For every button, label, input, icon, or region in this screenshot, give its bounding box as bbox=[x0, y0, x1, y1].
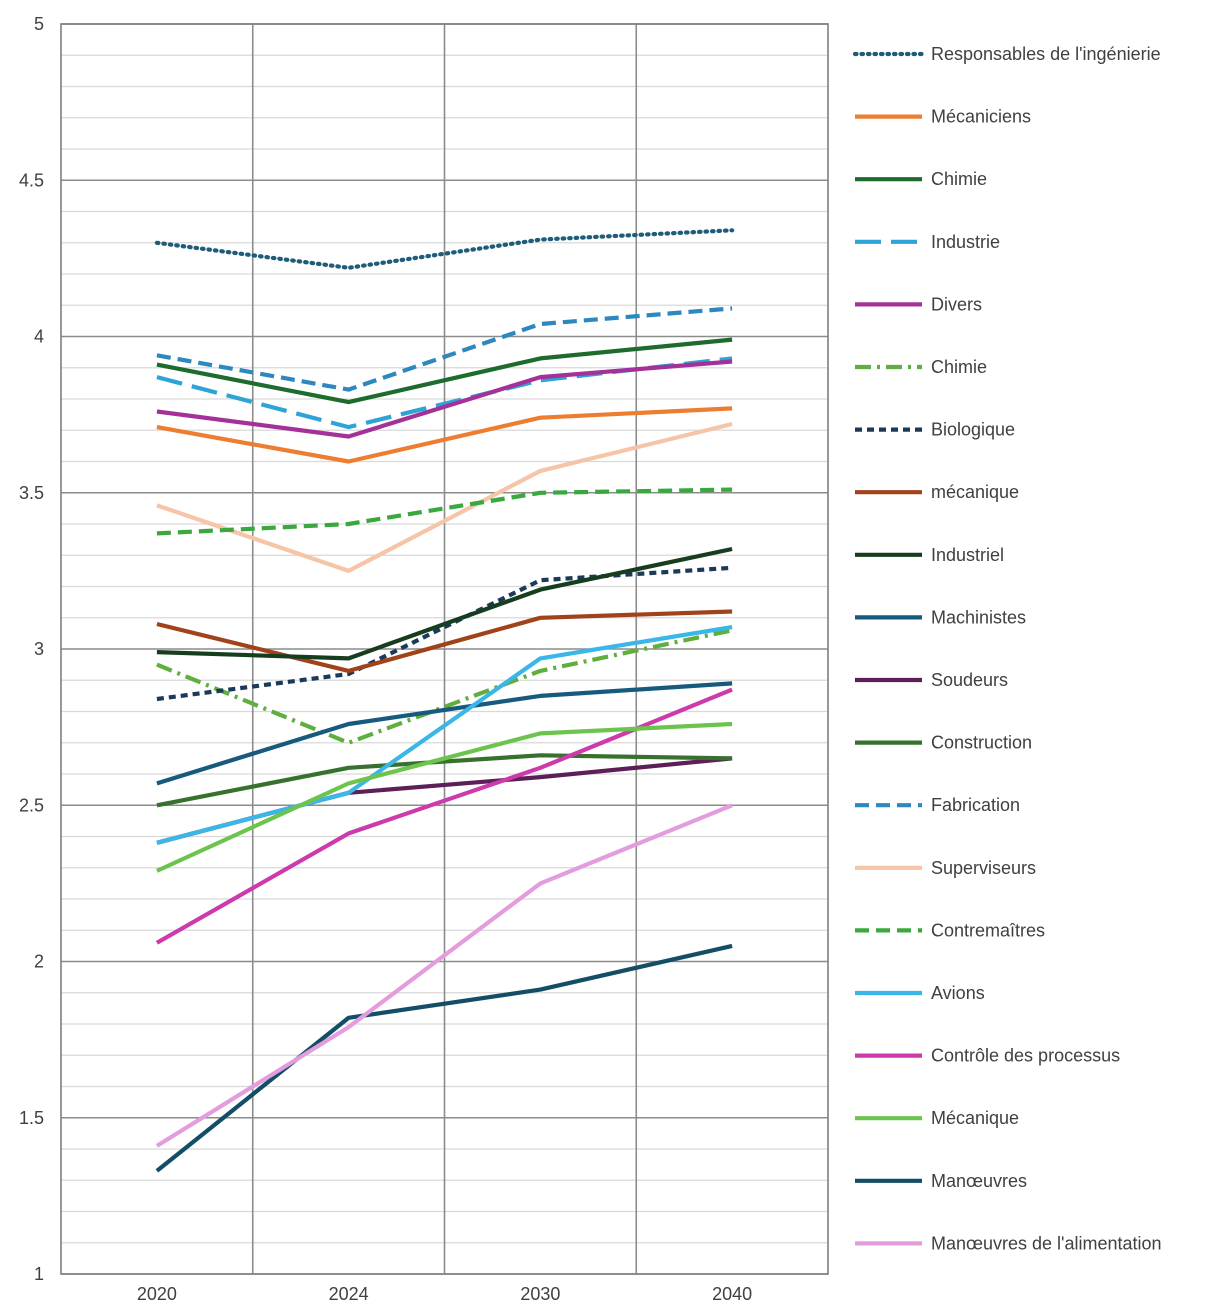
legend-label: Mécaniciens bbox=[931, 107, 1031, 127]
legend-label: Biologique bbox=[931, 420, 1015, 440]
x-tick-label: 2040 bbox=[712, 1284, 752, 1304]
legend-label: Industriel bbox=[931, 545, 1004, 565]
legend-label: Manœuvres de l'alimentation bbox=[931, 1233, 1162, 1253]
x-tick-label: 2020 bbox=[137, 1284, 177, 1304]
legend-label: Superviseurs bbox=[931, 858, 1036, 878]
series-line-0 bbox=[154, 228, 735, 270]
series-line-2 bbox=[156, 337, 733, 405]
y-tick-label: 4.5 bbox=[19, 170, 44, 190]
legend-label: mécanique bbox=[931, 482, 1019, 502]
y-tick-label: 3 bbox=[34, 639, 44, 659]
series-line-11 bbox=[156, 753, 733, 808]
series-line-7 bbox=[156, 609, 733, 674]
legend-label: Responsables de l'ingénierie bbox=[931, 44, 1161, 64]
y-tick-label: 2.5 bbox=[19, 795, 44, 815]
legend-label: Soudeurs bbox=[931, 670, 1008, 690]
y-tick-label: 1.5 bbox=[19, 1108, 44, 1128]
y-tick-label: 2 bbox=[34, 952, 44, 972]
x-tick-label: 2030 bbox=[520, 1284, 560, 1304]
legend-label: Chimie bbox=[931, 357, 987, 377]
legend-label: Divers bbox=[931, 294, 982, 314]
series-line-15 bbox=[156, 625, 733, 845]
legend-label: Manœuvres bbox=[931, 1171, 1027, 1191]
legend-label: Chimie bbox=[931, 169, 987, 189]
y-tick-label: 1 bbox=[34, 1264, 44, 1284]
series-line-19 bbox=[155, 803, 733, 1148]
series-line-13 bbox=[156, 421, 733, 574]
series-line-14 bbox=[156, 487, 733, 536]
series-line-18 bbox=[155, 943, 733, 1173]
legend-label: Construction bbox=[931, 733, 1032, 753]
series-line-12 bbox=[156, 306, 733, 392]
series-line-5 bbox=[156, 628, 733, 745]
y-tick-label: 5 bbox=[34, 14, 44, 34]
legend-label: Contrôle des processus bbox=[931, 1046, 1120, 1066]
legend-label: Fabrication bbox=[931, 795, 1020, 815]
series-line-1 bbox=[156, 406, 733, 464]
legend-label: Machinistes bbox=[931, 607, 1026, 627]
series-line-17 bbox=[156, 721, 733, 873]
series-line-9 bbox=[156, 681, 733, 786]
plot-border bbox=[60, 23, 829, 1275]
legend-label: Industrie bbox=[931, 232, 1000, 252]
x-tick-label: 2024 bbox=[329, 1284, 369, 1304]
legend-label: Mécanique bbox=[931, 1108, 1019, 1128]
y-tick-label: 4 bbox=[34, 327, 44, 347]
series-line-6 bbox=[156, 565, 733, 702]
series-line-4 bbox=[156, 359, 733, 439]
legend-label: Avions bbox=[931, 983, 985, 1003]
legend-label: Contremaîtres bbox=[931, 920, 1045, 940]
series-line-8 bbox=[156, 546, 733, 661]
y-tick-label: 3.5 bbox=[19, 483, 44, 503]
